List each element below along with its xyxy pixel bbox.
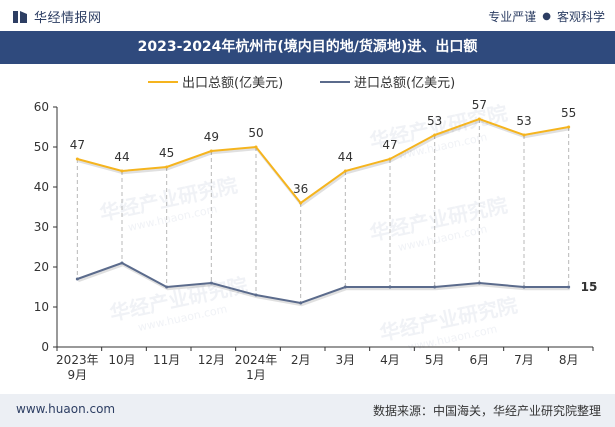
watermarks: 华经产业研究院www.huaon.com华经产业研究院www.huaon.com… bbox=[98, 101, 520, 354]
brand[interactable]: 华经情报网 bbox=[12, 7, 102, 26]
series-0-point-4 bbox=[254, 145, 258, 149]
x-tick-label-5: 2月 bbox=[291, 353, 311, 367]
series-shadow-0 bbox=[78, 119, 570, 207]
series-0-point-1 bbox=[120, 169, 124, 173]
series-1-point-7 bbox=[388, 285, 392, 289]
series-0-point-11 bbox=[567, 125, 571, 129]
tagline-left: 专业严谨 bbox=[488, 10, 537, 24]
series-0-point-5 bbox=[299, 201, 303, 205]
x-tick-label-0-0: 2023年 bbox=[56, 353, 99, 367]
footer-source: 数据来源：中国海关，华经产业研究院整理 bbox=[372, 404, 601, 418]
legend-label-0: 出口总额(亿美元) bbox=[182, 76, 283, 91]
series-1-point-6 bbox=[343, 285, 347, 289]
chart-title: 2023-2024年杭州市(境内目的地/货源地)进、出口额 bbox=[137, 39, 478, 55]
x-tick-label-8: 5月 bbox=[425, 353, 445, 367]
x-tick-label-2: 11月 bbox=[153, 353, 180, 367]
series-1-point-3 bbox=[209, 281, 213, 285]
series-0-point-6 bbox=[343, 169, 347, 173]
data-label-0-9: 57 bbox=[472, 98, 487, 112]
x-tick-label-7: 4月 bbox=[380, 353, 400, 367]
x-tick-label-1: 10月 bbox=[108, 353, 135, 367]
x-tick-label-4-0: 2024年 bbox=[235, 353, 278, 367]
series-line-1 bbox=[76, 261, 569, 305]
series-1-point-8 bbox=[433, 285, 437, 289]
tagline: 专业严谨 ● 客观科学 bbox=[488, 8, 605, 25]
title-bar: 2023-2024年杭州市(境内目的地/货源地)进、出口额 bbox=[0, 31, 615, 64]
series-1-point-11 bbox=[567, 285, 571, 289]
series-0-point-2 bbox=[165, 165, 169, 169]
footer: www.huaon.com 数据来源：中国海关，华经产业研究院整理 bbox=[0, 394, 615, 427]
series-1-point-0 bbox=[75, 277, 79, 281]
data-label-0-8: 53 bbox=[427, 114, 442, 128]
x-tick-label-9: 6月 bbox=[470, 353, 490, 367]
y-tick-label-2: 20 bbox=[34, 260, 49, 274]
series-1-point-10 bbox=[522, 285, 526, 289]
series-1-point-2 bbox=[165, 285, 169, 289]
series-0-point-10 bbox=[522, 133, 526, 137]
y-tick-label-1: 10 bbox=[34, 300, 49, 314]
data-label-0-5: 36 bbox=[293, 182, 308, 196]
separator-dot-icon: ● bbox=[542, 11, 551, 22]
data-label-0-7: 47 bbox=[382, 138, 397, 152]
series-1-point-5 bbox=[299, 301, 303, 305]
y-tick-label-5: 50 bbox=[34, 140, 49, 154]
tagline-right: 客观科学 bbox=[556, 10, 605, 24]
legend-label-1: 进口总额(亿美元) bbox=[354, 76, 455, 91]
series-0-point-0 bbox=[75, 157, 79, 161]
data-label-1-11: 15 bbox=[581, 280, 598, 294]
series-line-0 bbox=[77, 117, 569, 205]
x-tick-label-10: 7月 bbox=[514, 353, 534, 367]
data-label-0-0: 47 bbox=[70, 138, 85, 152]
x-tick-label-11: 8月 bbox=[559, 353, 579, 367]
series-1-point-4 bbox=[254, 293, 258, 297]
y-tick-label-4: 40 bbox=[34, 180, 49, 194]
y-tick-label-0: 0 bbox=[41, 340, 49, 354]
x-tick-label-0-1: 9月 bbox=[68, 368, 88, 382]
series-layer bbox=[75, 117, 571, 307]
x-tick-label-6: 3月 bbox=[336, 353, 356, 367]
y-tick-label-6: 60 bbox=[34, 100, 49, 114]
data-label-0-1: 44 bbox=[114, 150, 129, 164]
x-tick-label-3: 12月 bbox=[198, 353, 225, 367]
data-labels: 47 44 45 49 50 36 44 47 53 57 53 55 15 bbox=[70, 98, 598, 294]
chart: 华经产业研究院www.huaon.com华经产业研究院www.huaon.com… bbox=[34, 76, 598, 382]
data-label-0-6: 44 bbox=[338, 150, 353, 164]
data-label-0-11: 55 bbox=[561, 106, 576, 120]
series-0-point-8 bbox=[433, 133, 437, 137]
x-tick-label-4-1: 1月 bbox=[246, 368, 266, 382]
series-0-point-3 bbox=[209, 149, 213, 153]
data-label-0-10: 53 bbox=[516, 114, 531, 128]
series-shadow-1 bbox=[77, 263, 570, 307]
legend: 出口总额(亿美元) 进口总额(亿美元) bbox=[148, 76, 455, 91]
y-tick-label-3: 30 bbox=[34, 220, 49, 234]
top-bar: 华经情报网 专业严谨 ● 客观科学 bbox=[0, 0, 615, 30]
data-label-0-2: 45 bbox=[159, 146, 174, 160]
series-0-point-7 bbox=[388, 157, 392, 161]
series-1-point-1 bbox=[120, 261, 124, 265]
series-1-point-9 bbox=[477, 281, 481, 285]
guide-lines bbox=[76, 119, 570, 303]
footer-site: www.huaon.com bbox=[16, 402, 116, 416]
data-label-0-4: 50 bbox=[248, 126, 263, 140]
brand-name: 华经情报网 bbox=[34, 11, 102, 26]
brand-logo-icon bbox=[13, 10, 27, 23]
series-0-point-9 bbox=[477, 117, 481, 121]
data-label-0-3: 49 bbox=[204, 130, 219, 144]
